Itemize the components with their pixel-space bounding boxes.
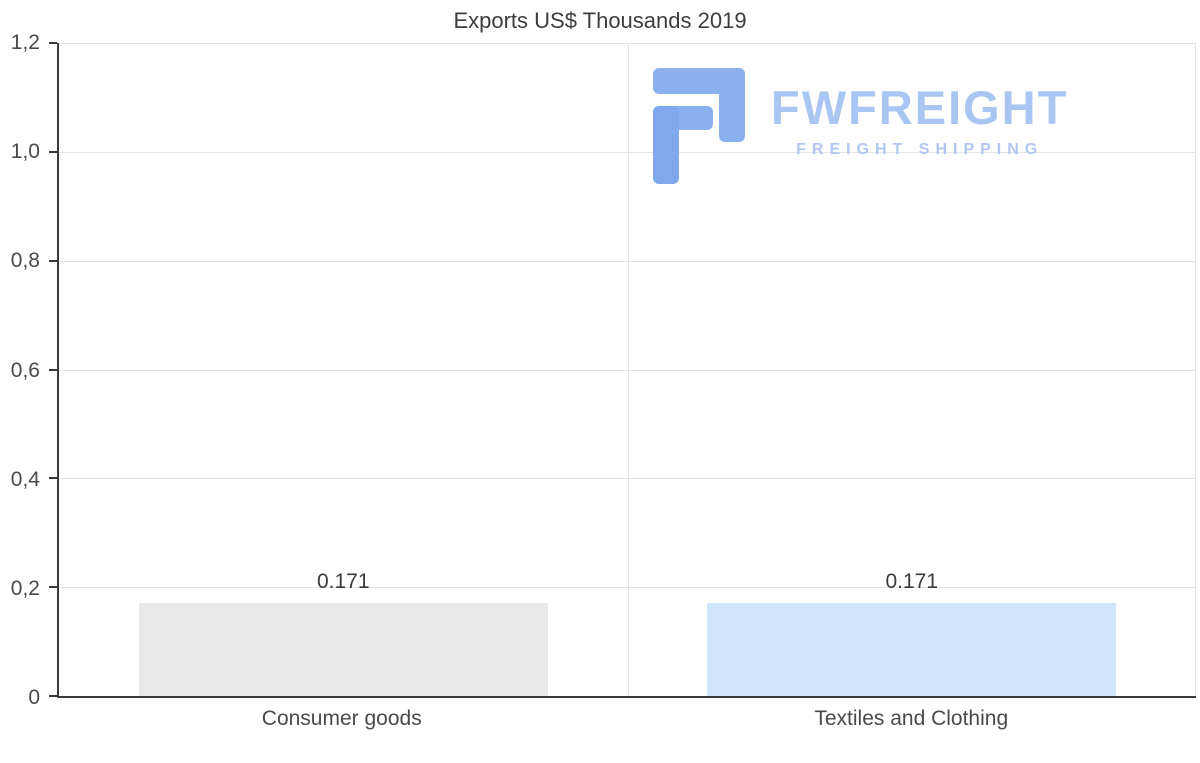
x-axis-labels: Consumer goods Textiles and Clothing <box>57 707 1196 731</box>
y-axis-tick <box>49 150 57 153</box>
y-axis-tick <box>49 259 57 262</box>
bar-group-textiles-clothing: 0.171 <box>628 43 1197 696</box>
bar-consumer-goods <box>138 602 548 696</box>
y-axis-tick <box>49 368 57 371</box>
y-axis-tick <box>49 477 57 480</box>
y-axis-tick <box>49 42 57 44</box>
y-tick-label: 1,2 <box>10 31 40 54</box>
gridline-vertical <box>627 43 629 696</box>
watermark-logo: FWFREIGHT FREIGHT SHIPPING <box>653 68 1068 184</box>
y-axis-labels: 1,2 1,0 0,8 0,6 0,4 0,2 0 <box>0 31 46 709</box>
bars-container: 0.171 0.171 <box>59 43 1196 696</box>
y-axis-tick <box>49 586 57 589</box>
y-tick-label: 0,6 <box>10 358 40 382</box>
watermark-brand: FWFREIGHT <box>771 81 1069 134</box>
chart-title: Exports US$ Thousands 2019 <box>453 8 747 33</box>
category-label-consumer-goods: Consumer goods <box>261 707 422 730</box>
plot-area: 0.171 0.171 <box>49 42 1196 698</box>
y-tick-label: 0,2 <box>10 576 40 600</box>
watermark-text: FWFREIGHT FREIGHT SHIPPING <box>771 68 1068 159</box>
y-tick-label: 0,8 <box>10 249 40 273</box>
bar-group-consumer-goods: 0.171 <box>59 43 628 696</box>
gridline-vertical <box>1195 43 1196 696</box>
fwfreight-logo-icon <box>653 68 745 184</box>
category-label-textiles-clothing: Textiles and Clothing <box>814 707 1009 730</box>
y-tick-label: 0 <box>28 686 40 709</box>
y-tick-label: 1,0 <box>10 140 40 164</box>
y-tick-label: 0,4 <box>10 467 40 491</box>
bar-textiles-clothing <box>707 602 1117 696</box>
y-axis-tick <box>49 695 57 697</box>
watermark-tagline: FREIGHT SHIPPING <box>796 141 1044 158</box>
bar-value-label: 0.171 <box>316 569 370 593</box>
bar-value-label: 0.171 <box>885 569 939 593</box>
